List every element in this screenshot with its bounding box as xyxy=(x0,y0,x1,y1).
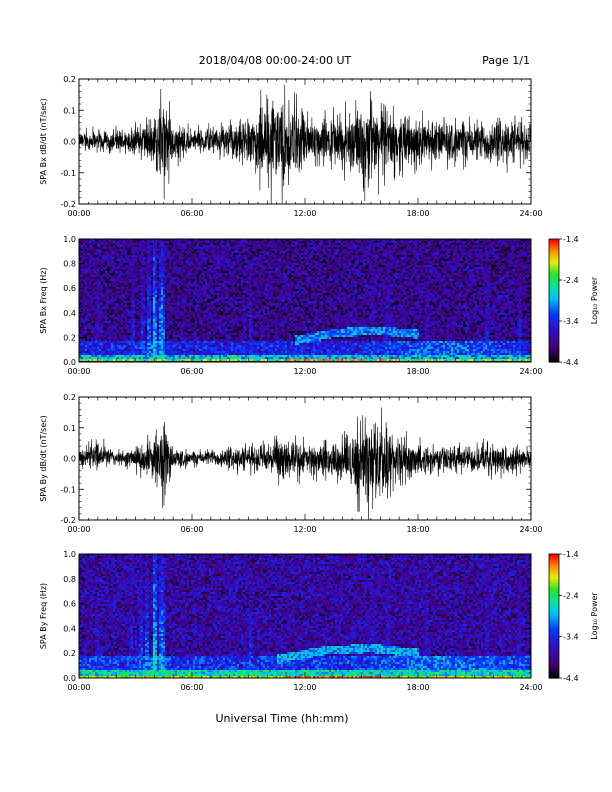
panels: -0.2 -0.1 0.0 0.1 0.2 SPA Bx dB/dt (nT/sec) 00… xyxy=(39,75,599,692)
x-tick-label: 18:00 xyxy=(406,209,429,218)
y-tick-label: 0.4 xyxy=(63,624,76,633)
y-tick-label: 0.8 xyxy=(63,260,76,269)
x-tick-label: 18:00 xyxy=(406,525,429,534)
y-axis-label: SPA By dB/dt (nT/sec) xyxy=(39,415,48,502)
y-tick-label: 0.2 xyxy=(63,333,76,342)
colorbar-tick-label: -2.4 xyxy=(563,276,579,285)
colorbar: -1.4 -2.4 -3.4 -4.4 Log₁₀ Power xyxy=(548,550,599,683)
y-tick-label: -0.1 xyxy=(60,169,76,178)
y-axis-label: SPA Bx Freq (Hz) xyxy=(39,267,48,333)
x-tick-label: 06:00 xyxy=(180,525,203,534)
y-axis-label: SPA Bx dB/dt (nT/sec) xyxy=(39,98,48,185)
panel-1: -0.2 -0.1 0.0 0.1 0.2 SPA Bx dB/dt (nT/sec) 00… xyxy=(39,75,543,218)
colorbar-label: Log₁₀ Power xyxy=(590,592,599,640)
x-tick-label: 12:00 xyxy=(293,683,316,692)
y-tick-label: 0.6 xyxy=(63,284,76,293)
y-tick-label: 0.1 xyxy=(63,106,76,115)
x-tick-label: 06:00 xyxy=(180,367,203,376)
y-tick-label: -0.2 xyxy=(60,200,76,209)
x-tick-label: 18:00 xyxy=(406,683,429,692)
x-tick-label: 12:00 xyxy=(293,209,316,218)
x-tick-label: 12:00 xyxy=(293,367,316,376)
colorbar-tick-label: -3.4 xyxy=(563,317,579,326)
colorbar-tick-label: -3.4 xyxy=(563,633,579,642)
waveform-line xyxy=(79,407,531,520)
y-tick-label: -0.2 xyxy=(60,516,76,525)
x-tick-label: 06:00 xyxy=(180,683,203,692)
x-tick-label: 06:00 xyxy=(180,209,203,218)
x-tick-label: 00:00 xyxy=(67,209,90,218)
y-tick-label: 0.2 xyxy=(63,649,76,658)
colorbar: -1.4 -2.4 -3.4 -4.4 Log₁₀ Power xyxy=(548,235,599,367)
x-tick-label: 00:00 xyxy=(67,525,90,534)
y-tick-label: 0.0 xyxy=(63,138,76,147)
y-tick-label: 0.2 xyxy=(63,393,76,402)
x-axis: 00:00 06:00 12:00 18:00 24:00 xyxy=(67,397,543,534)
waveform-line xyxy=(79,84,531,204)
x-tick-label: 00:00 xyxy=(67,683,90,692)
x-tick-label: 12:00 xyxy=(293,525,316,534)
date-range-title: 2018/04/08 00:00-24:00 UT xyxy=(199,54,352,67)
x-tick-label: 24:00 xyxy=(519,209,542,218)
x-tick-label: 24:00 xyxy=(519,683,542,692)
x-axis-label: Universal Time (hh:mm) xyxy=(216,712,349,725)
x-tick-label: 00:00 xyxy=(67,367,90,376)
y-tick-label: 0.2 xyxy=(63,75,76,84)
spectrogram-cells xyxy=(79,554,531,678)
x-axis: 00:00 06:00 12:00 18:00 24:00 xyxy=(67,554,543,692)
y-tick-label: 0.4 xyxy=(63,309,76,318)
y-axis: 0.0 0.2 0.4 0.6 0.8 1.0 SPA By Freq (Hz) xyxy=(39,550,531,683)
x-axis: 00:00 06:00 12:00 18:00 24:00 xyxy=(67,239,543,376)
x-tick-label: 24:00 xyxy=(519,367,542,376)
y-axis: -0.2 -0.1 0.0 0.1 0.2 SPA Bx dB/dt (nT/sec) xyxy=(39,75,531,209)
y-tick-label: 0.8 xyxy=(63,575,76,584)
colorbar-label: Log₁₀ Power xyxy=(590,276,599,324)
y-axis: 0.0 0.2 0.4 0.6 0.8 1.0 SPA Bx Freq (Hz) xyxy=(39,235,531,367)
colorbar-tick-label: -2.4 xyxy=(563,591,579,600)
spectrogram-cells xyxy=(79,239,531,361)
x-tick-label: 24:00 xyxy=(519,525,542,534)
x-tick-label: 18:00 xyxy=(406,367,429,376)
y-axis: -0.2 -0.1 0.0 0.1 0.2 SPA By dB/dt (nT/sec) xyxy=(39,393,531,525)
y-tick-label: 1.0 xyxy=(63,550,76,559)
y-axis-label: SPA By Freq (Hz) xyxy=(39,583,48,649)
y-tick-label: 0.0 xyxy=(63,674,76,683)
y-tick-label: -0.1 xyxy=(60,485,76,494)
x-axis: 00:00 06:00 12:00 18:00 24:00 xyxy=(67,79,543,218)
y-tick-label: 0.0 xyxy=(63,358,76,367)
y-tick-label: 0.6 xyxy=(63,600,76,609)
y-tick-label: 0.0 xyxy=(63,455,76,464)
panel-3: -0.2 -0.1 0.0 0.1 0.2 SPA By dB/dt (nT/sec) 00… xyxy=(39,393,543,534)
colorbar-tick-label: -4.4 xyxy=(563,358,579,367)
y-tick-label: 0.1 xyxy=(63,424,76,433)
colorbar-tick-label: -1.4 xyxy=(563,550,579,559)
colorbar-tick-label: -4.4 xyxy=(563,674,579,683)
colorbar-tick-label: -1.4 xyxy=(563,235,579,244)
y-tick-label: 1.0 xyxy=(63,235,76,244)
page-number: Page 1/1 xyxy=(482,54,530,67)
